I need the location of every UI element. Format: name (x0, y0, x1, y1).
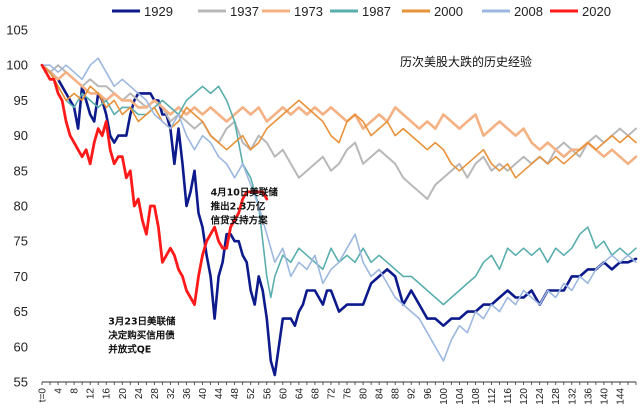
y-tick-label: 100 (6, 58, 28, 73)
legend: 1929 1937 1973 1987 2000 2008 2020 (112, 4, 611, 19)
legend-label-1937: 1937 (230, 4, 259, 19)
annotation-1-line: 并放式QE (108, 343, 151, 355)
x-tick-label: 24 (134, 388, 145, 400)
annotation-0-line: 信贷支持方案 (211, 214, 269, 226)
legend-label-1973: 1973 (294, 4, 323, 19)
x-tick-label: 12 (86, 388, 97, 400)
x-tick-label: 16 (102, 388, 113, 400)
x-axis: t=0 4 8 12 16 20 24 28 32 36 40 44 48 52 56 60 64 68 72 76 8… (38, 382, 637, 405)
x-tick-label: 124 (535, 388, 546, 405)
x-tick-label: 108 (471, 388, 482, 405)
x-tick-label: 36 (182, 388, 193, 400)
x-tick-label: 72 (326, 388, 337, 400)
legend-label-2000: 2000 (434, 4, 463, 19)
series-line-2000 (42, 65, 636, 178)
x-tick-label: 80 (359, 388, 370, 400)
x-tick-label: 128 (551, 388, 562, 405)
annotation-0-line: 推出2.3万亿 (211, 200, 266, 212)
series-line-1929 (42, 65, 636, 375)
x-tick-label: 116 (503, 388, 514, 404)
x-tick-label: 28 (150, 388, 161, 400)
x-tick-label: 60 (278, 388, 289, 400)
line-chart: 1929 1937 1973 1987 2000 2008 2020 历次美股大跌的历史经验… (0, 0, 643, 420)
x-tick-label: 88 (391, 388, 402, 400)
y-tick-label: 75 (14, 234, 28, 249)
series-layer (42, 58, 636, 375)
x-tick-label: 8 (70, 388, 81, 394)
x-tick-label: 144 (615, 388, 626, 405)
y-tick-label: 80 (14, 199, 28, 214)
y-tick-label: 85 (14, 163, 28, 178)
y-tick-label: 65 (14, 304, 28, 319)
x-tick-label: t=0 (38, 388, 49, 403)
y-tick-label: 90 (14, 128, 28, 143)
legend-label-2020: 2020 (582, 4, 611, 19)
annotation-1-line: 决定购买信用债 (108, 329, 175, 341)
y-tick-label: 60 (14, 339, 28, 354)
y-tick-label: 105 (6, 23, 28, 38)
x-tick-label: 32 (166, 388, 177, 400)
annotation-1-line: 3月23日美联储 (108, 315, 176, 327)
y-tick-label: 70 (14, 269, 28, 284)
x-tick-label: 136 (583, 388, 594, 405)
x-tick-label: 132 (567, 388, 578, 405)
x-tick-label: 100 (439, 388, 450, 405)
legend-label-1929: 1929 (144, 4, 173, 19)
y-axis: 55 60 65 70 75 80 85 90 95 100 105 (6, 23, 28, 390)
y-tick-label: 55 (14, 375, 28, 390)
x-tick-label: 92 (407, 388, 418, 400)
y-tick-label: 95 (14, 93, 28, 108)
legend-label-2008: 2008 (514, 4, 543, 19)
x-tick-label: 40 (198, 388, 209, 400)
x-tick-label: 120 (519, 388, 530, 405)
legend-label-1987: 1987 (362, 4, 391, 19)
x-tick-label: 20 (118, 388, 129, 400)
x-tick-label: 52 (246, 388, 257, 400)
chart-title: 历次美股大跌的历史经验 (400, 54, 532, 69)
x-tick-label: 56 (262, 388, 273, 400)
x-tick-label: 104 (455, 388, 466, 405)
x-tick-label: 76 (343, 388, 354, 400)
x-tick-label: 4 (54, 388, 65, 394)
x-tick-label: 64 (294, 388, 305, 400)
x-tick-label: 68 (310, 388, 321, 400)
x-tick-label: 140 (599, 388, 610, 405)
annotation-0-line: 4月10日美联储 (211, 186, 279, 198)
x-tick-label: 84 (375, 388, 386, 400)
x-tick-label: 112 (487, 388, 498, 404)
x-tick-label: 44 (214, 388, 225, 400)
x-tick-label: 96 (423, 388, 434, 400)
x-tick-label: 48 (230, 388, 241, 400)
